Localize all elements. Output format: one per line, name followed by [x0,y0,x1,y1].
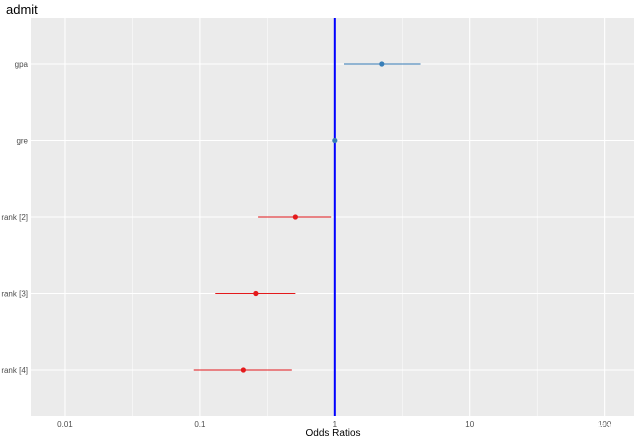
chart-title: admit [6,2,38,17]
x-tick-label: 0.01 [57,420,73,429]
estimate-point [292,214,298,220]
x-tick-label: 0.1 [194,420,206,429]
y-tick-label: gpa [15,60,29,69]
x-tick-label: 1 [333,420,338,429]
estimate-point [240,367,246,373]
x-axis-title: Odds Ratios [305,428,360,439]
y-tick-label: rank [3] [1,290,28,299]
x-axis-tick-labels: 0.01 0.1 1 10 100 [57,420,612,429]
estimate-marks [193,61,421,373]
y-tick-label: rank [4] [1,366,28,375]
watermark: @稀土掘金技术社区 [515,421,632,437]
estimate-point [332,137,338,144]
y-tick-label: gre [16,137,28,146]
y-tick-label: rank [2] [1,213,28,222]
estimate-point [379,61,385,67]
x-tick-label: 100 [598,420,612,429]
y-axis-tick-labels: gpa gre rank [2] rank [3] rank [4] [1,60,28,375]
estimate-point [253,290,259,297]
x-tick-label: 10 [465,420,474,429]
